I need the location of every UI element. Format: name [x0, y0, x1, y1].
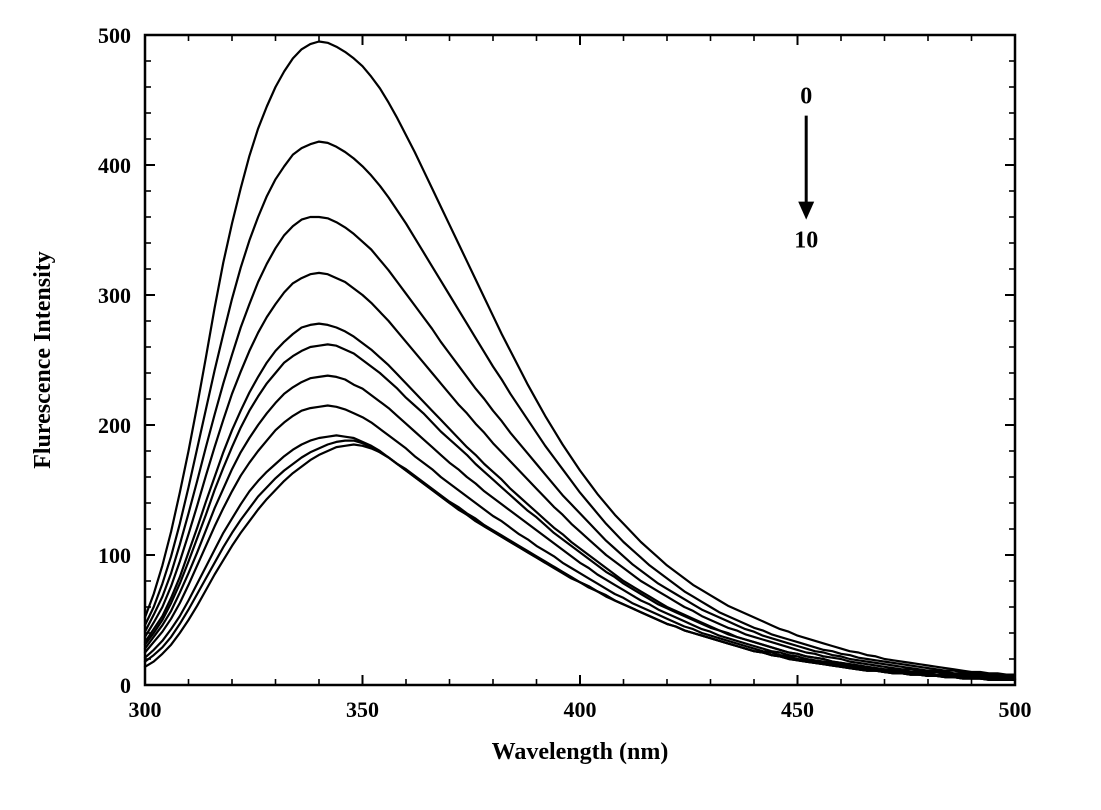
- plot-frame: [145, 35, 1015, 685]
- series-curve-3: [145, 273, 1015, 679]
- series-curve-4: [145, 324, 1015, 679]
- x-axis-label: Wavelength (nm): [492, 739, 669, 765]
- chart-svg: 3003504004505000100200300400500Wavelengt…: [0, 0, 1101, 810]
- annotation-arrow-head: [798, 202, 814, 220]
- xtick-label: 350: [346, 697, 379, 722]
- ytick-label: 200: [98, 413, 131, 438]
- ytick-label: 0: [120, 673, 131, 698]
- series-curve-9: [145, 441, 1015, 680]
- series-curve-6: [145, 376, 1015, 680]
- ytick-label: 300: [98, 283, 131, 308]
- series-curve-0: [145, 42, 1015, 675]
- ytick-label: 100: [98, 543, 131, 568]
- series-curve-7: [145, 406, 1015, 680]
- fluorescence-spectrum-figure: 3003504004505000100200300400500Wavelengt…: [0, 0, 1101, 810]
- series-curve-2: [145, 217, 1015, 677]
- series-curve-1: [145, 142, 1015, 676]
- xtick-label: 300: [129, 697, 162, 722]
- annotation-top-label: 0: [800, 84, 812, 110]
- y-axis-label: Flurescence Intensity: [30, 251, 56, 469]
- xtick-label: 500: [999, 697, 1032, 722]
- ytick-label: 500: [98, 23, 131, 48]
- xtick-label: 400: [564, 697, 597, 722]
- ytick-label: 400: [98, 153, 131, 178]
- annotation-bottom-label: 10: [794, 228, 818, 254]
- xtick-label: 450: [781, 697, 814, 722]
